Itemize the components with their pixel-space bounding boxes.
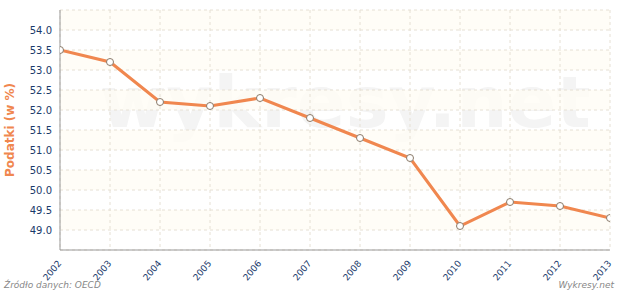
svg-text:51.0: 51.0 xyxy=(30,145,52,156)
svg-text:51.5: 51.5 xyxy=(30,125,52,136)
svg-text:2006: 2006 xyxy=(241,258,264,282)
svg-text:52.0: 52.0 xyxy=(30,105,52,116)
svg-text:50.0: 50.0 xyxy=(30,185,52,196)
svg-text:49.5: 49.5 xyxy=(30,205,52,216)
svg-text:2005: 2005 xyxy=(191,258,213,282)
svg-text:2011: 2011 xyxy=(491,258,513,282)
svg-text:54.0: 54.0 xyxy=(30,25,52,36)
svg-text:2004: 2004 xyxy=(141,258,164,282)
html-text:Wykresy.net: Wykresy.net xyxy=(558,280,614,290)
svg-text:2008: 2008 xyxy=(341,258,364,282)
svg-text:53.5: 53.5 xyxy=(30,45,52,56)
svg-text:2013: 2013 xyxy=(591,258,612,282)
html-text:wykresy.net: wykresy.net xyxy=(100,60,591,144)
svg-text:49.0: 49.0 xyxy=(30,225,52,236)
svg-text:2007: 2007 xyxy=(291,258,313,282)
svg-text:53.0: 53.0 xyxy=(30,65,52,76)
svg-text:2010: 2010 xyxy=(441,258,464,282)
svg-text:52.5: 52.5 xyxy=(30,85,52,96)
svg-text:2002: 2002 xyxy=(41,258,63,282)
svg-text:Podatki (w %): Podatki (w %) xyxy=(8,83,17,177)
svg-text:50.5: 50.5 xyxy=(30,165,52,176)
svg-text:2012: 2012 xyxy=(541,258,563,282)
svg-text:2003: 2003 xyxy=(91,258,113,282)
html-text:Źródło danych: OECD: Źródło danych: OECD xyxy=(4,280,101,290)
svg-text:2009: 2009 xyxy=(391,258,414,282)
